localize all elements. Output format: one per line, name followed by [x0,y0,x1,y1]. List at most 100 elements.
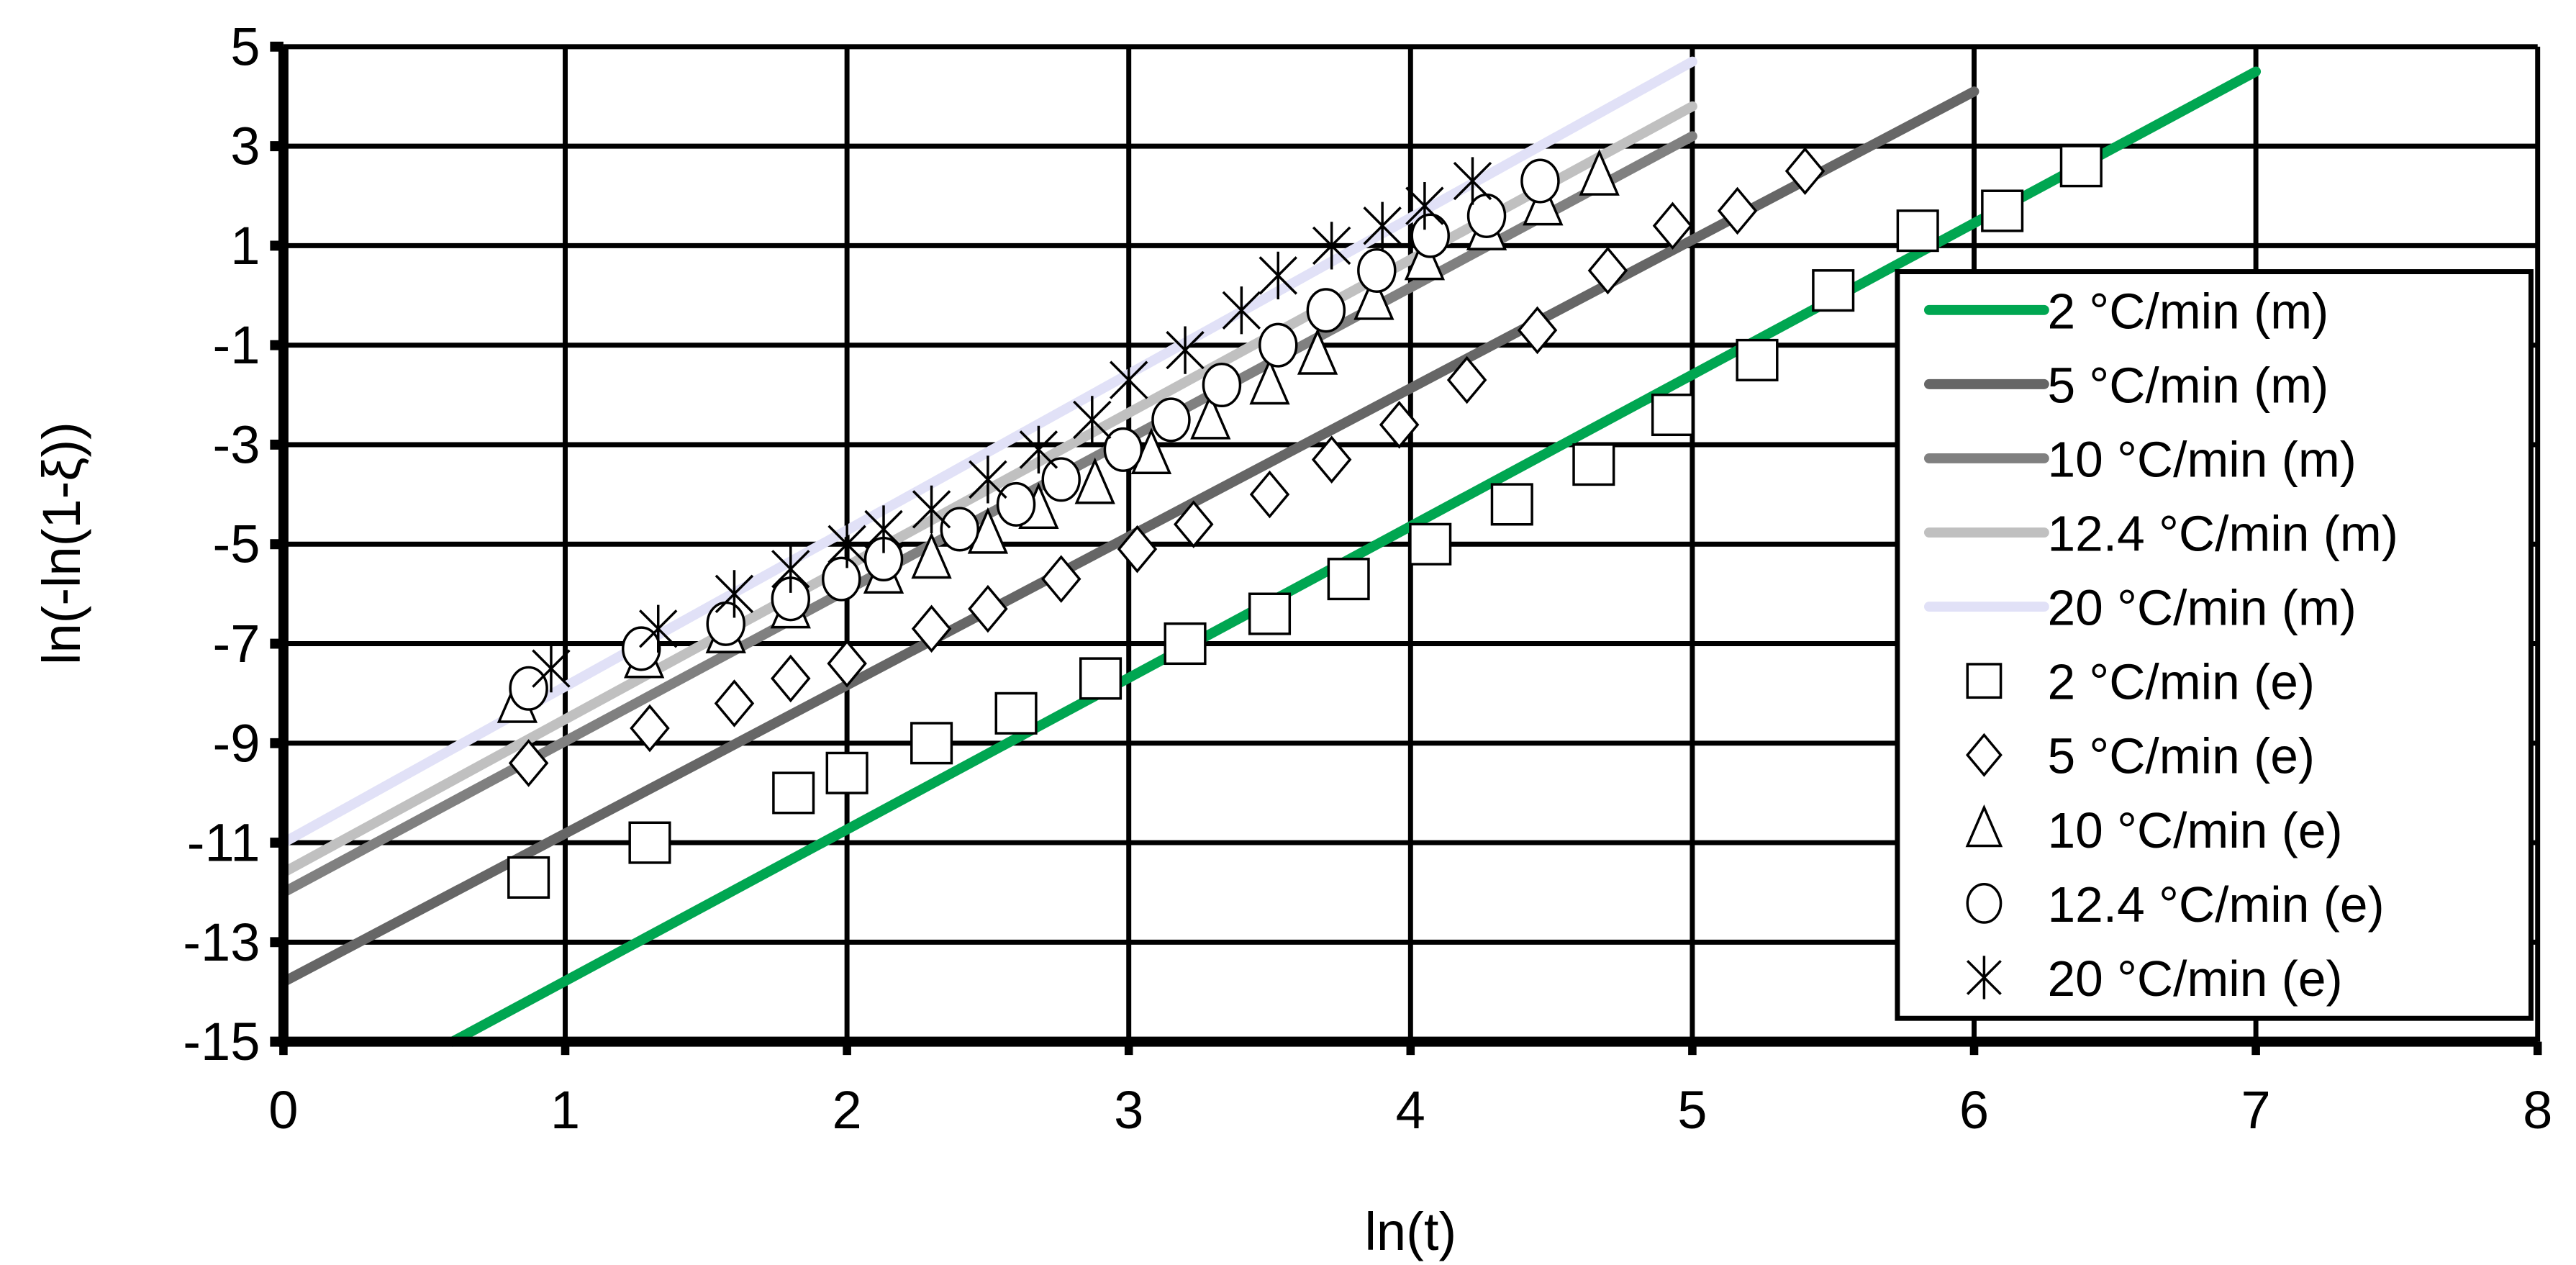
triangle-marker [1404,233,1446,281]
x-tick-label: 7 [2241,1080,2270,1140]
square-marker [825,751,869,794]
x-tick-label: 0 [268,1080,298,1140]
x-tick-label: 5 [1677,1080,1707,1140]
square-marker [507,856,550,899]
square-marker [1966,663,2003,699]
circle-marker [1041,457,1081,502]
circle-marker [1202,362,1242,408]
circle-marker [822,556,861,602]
y-tick-label: -15 [183,1012,260,1071]
y-tick-label: 3 [230,117,260,176]
diamond-marker [1517,306,1558,355]
circle-marker [1520,158,1560,204]
diamond-marker [1311,435,1352,484]
legend-box [1895,269,2534,1021]
circle-marker [1410,213,1450,258]
x-tick-label: 6 [1959,1080,1989,1140]
diamond-marker [1965,733,2003,777]
x-tick-label: 3 [1114,1080,1143,1140]
star-marker [969,455,1007,504]
legend-label: 20 °C/min (e) [2047,951,2342,1007]
model-line [278,56,1697,848]
circle-marker [1103,427,1143,472]
legend-label: 10 °C/min (m) [2047,431,2356,487]
y-tick-label: -7 [213,614,260,674]
star-marker [864,505,903,553]
star-marker [532,644,571,693]
legend: 2 °C/min (m) 5 °C/min (m) 10 °C/min (m) 12.… [1895,269,2534,1021]
diamond-marker [1446,355,1487,404]
y-tick-label: -1 [213,315,260,375]
x-tick-label: 1 [550,1080,580,1140]
circle-marker [996,481,1036,527]
star-marker [1967,956,2002,999]
triangle-marker [1297,328,1338,375]
square-marker [1812,269,1855,312]
square-marker [910,722,953,765]
diamond-marker [968,584,1008,633]
x-tick-label: 4 [1396,1080,1425,1140]
star-marker [1109,355,1148,404]
triangle-marker [1965,804,2003,848]
circle-marker [1151,397,1191,443]
diamond-marker [827,639,867,688]
diamond-marker [1174,500,1214,548]
x-tick-label: 8 [2523,1080,2552,1140]
diamond-marker [911,604,952,653]
y-tick-label: 5 [230,17,260,76]
square-marker [1572,443,1615,486]
triangle-marker [1353,273,1394,320]
square-marker [1896,209,1939,253]
legend-label: 5 °C/min (m) [2047,357,2328,413]
star-marker [827,520,866,568]
star-marker [1312,222,1351,270]
square-marker [1490,483,1533,526]
square-marker [994,692,1038,735]
square-marker [1736,338,1779,381]
circle-marker [706,601,745,646]
circle-marker [940,507,979,552]
star-marker [912,485,951,533]
axes: 0 1 2 3 4 5 6 7 8 5 3 1 -1 -3 -5 -7 -9 -11 -13 -15 [183,17,2552,1140]
triangle-marker [911,532,952,579]
x-axis-label: ln(t) [1364,1202,1456,1261]
diamond-marker [1652,201,1693,250]
diamond-marker [1117,525,1158,573]
legend-label: 2 °C/min (e) [2047,654,2315,710]
legend-label: 10 °C/min (e) [2047,802,2342,858]
model-line [447,66,2262,1047]
square-marker [1079,657,1123,700]
diamond-marker [630,704,670,753]
legend-label: 2 °C/min (m) [2047,283,2328,339]
square-marker [628,821,671,864]
circle-marker [1966,883,2003,924]
diamond-marker [1249,470,1290,519]
y-tick-label: -3 [213,414,260,474]
experimental-markers [496,145,2103,899]
star-marker [715,570,754,618]
square-marker [1327,558,1370,601]
square-marker [1164,622,1207,666]
y-tick-label: 1 [230,216,260,276]
star-marker [1073,396,1112,444]
y-tick-label: -5 [213,514,260,574]
star-marker [1405,181,1444,230]
star-marker [1258,251,1297,300]
star-marker [1453,157,1492,205]
legend-label: 5 °C/min (e) [2047,728,2315,784]
square-marker [2059,145,2103,188]
square-marker [1409,522,1452,566]
star-marker [639,604,678,653]
diamond-marker [1379,401,1420,449]
diamond-marker [1717,186,1758,235]
triangle-marker [1074,457,1115,504]
star-marker [1019,425,1058,473]
star-marker [1222,286,1261,335]
circle-marker [1306,288,1346,333]
legend-label: 12.4 °C/min (m) [2047,506,2398,562]
square-marker [1981,189,2024,232]
circle-marker [1357,248,1397,294]
legend-label: 20 °C/min (m) [2047,580,2356,636]
star-marker [1166,326,1205,374]
